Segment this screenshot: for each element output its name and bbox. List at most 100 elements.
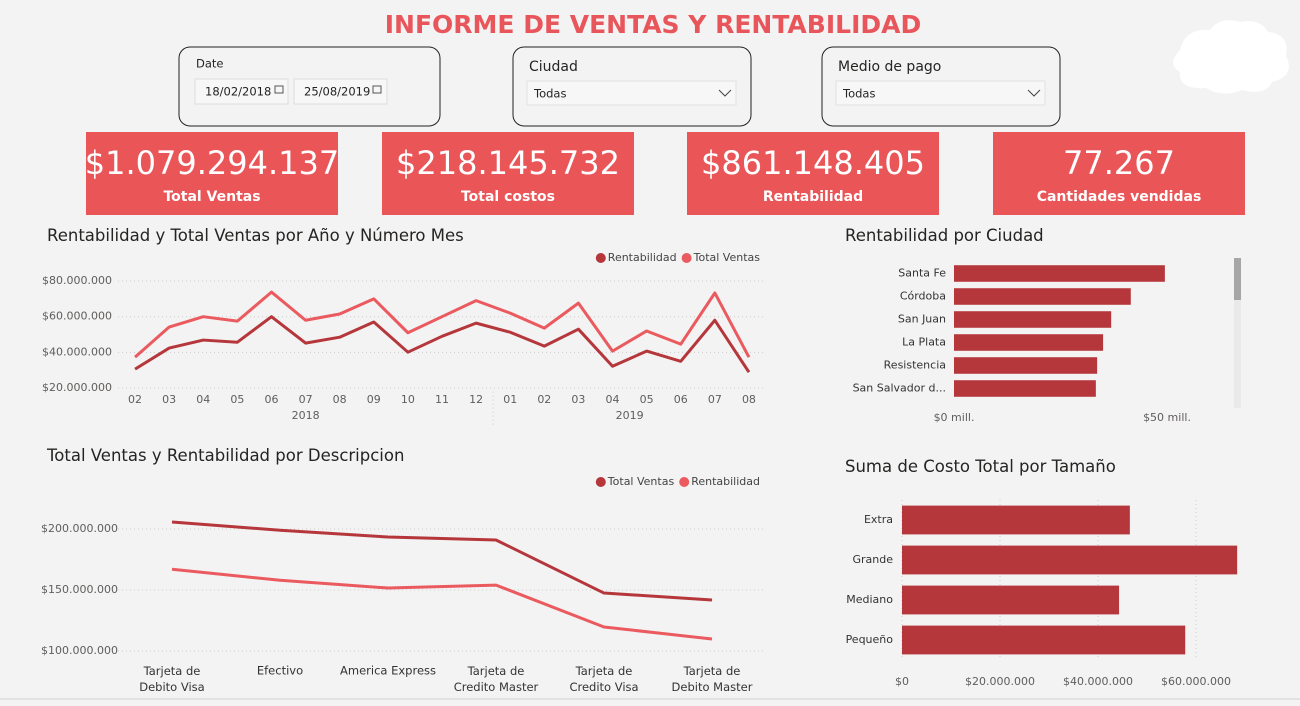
x-tick-label: Efectivo — [257, 664, 303, 678]
y-tick-label: Santa Fe — [898, 267, 946, 280]
bar — [954, 334, 1104, 351]
date-input[interactable] — [293, 78, 388, 105]
y-tick-label: Mediano — [846, 593, 893, 606]
x-tick-label: Tarjeta de Credito Master — [454, 664, 539, 694]
y-tick-label: Córdoba — [900, 290, 946, 303]
dropdown[interactable] — [526, 80, 737, 106]
y-tick-label: Extra — [864, 513, 893, 526]
kpi-card — [382, 132, 634, 215]
date-start: 18/02/2018 — [205, 85, 271, 99]
dropdown[interactable] — [835, 80, 1046, 106]
x-tick-label: 06 — [674, 393, 688, 406]
legend-swatch — [595, 253, 606, 263]
y-tick-label: San Juan — [898, 313, 946, 326]
kpi-card — [687, 132, 939, 215]
x-tick-label: Tarjeta de Debito Master — [672, 664, 753, 694]
calendar-icon — [372, 85, 382, 94]
x-tick-label: 02 — [537, 393, 551, 406]
line-series — [134, 290, 751, 359]
chart-title: Total Ventas y Rentabilidad por Descripc… — [46, 446, 404, 465]
y-tick-label: $200.000.000 — [41, 522, 118, 535]
x-tick-label: 08 — [333, 393, 347, 406]
bar — [902, 505, 1130, 535]
filter-label: Ciudad — [529, 59, 578, 75]
bar — [954, 380, 1096, 397]
kpi-value: $861.148.405 — [701, 144, 925, 182]
report-title: INFORME DE VENTAS Y RENTABILIDAD — [385, 10, 921, 39]
y-tick-label: $150.000.000 — [41, 583, 118, 596]
x-tick-label: 03 — [571, 393, 585, 406]
bar — [954, 357, 1098, 374]
kpi-card — [86, 132, 338, 215]
x-tick-label: 05 — [640, 393, 654, 406]
kpi-value: $218.145.732 — [396, 144, 620, 182]
x-tick-label: 11 — [435, 393, 449, 406]
y-tick-label: Pequeño — [846, 633, 894, 646]
calendar-icon — [274, 85, 284, 94]
y-tick-label: Resistencia — [884, 359, 946, 372]
x-tick-label: 04 — [606, 393, 620, 406]
x-tick-label: 08 — [742, 393, 756, 406]
y-tick-label: Grande — [852, 553, 893, 566]
legend-label: Rentabilidad — [608, 251, 677, 264]
x-tick-label: $50 mill. — [1143, 411, 1191, 424]
legend-swatch — [679, 477, 690, 487]
y-tick-label: $20.000.000 — [42, 381, 112, 394]
bar — [902, 625, 1186, 655]
x-tick-label: $0 mill. — [934, 411, 975, 424]
chevron — [718, 89, 732, 97]
x-tick-label: $60.000.000 — [1161, 675, 1231, 688]
x-tick-label: 12 — [469, 393, 483, 406]
x-tick-label: 06 — [264, 393, 278, 406]
x-tick-label: 07 — [299, 393, 313, 406]
dropdown-value: Todas — [533, 87, 566, 101]
x-tick-label: 01 — [503, 393, 517, 406]
date-input[interactable] — [194, 78, 289, 105]
chevron — [1027, 89, 1041, 97]
scrollbar-track — [1234, 258, 1241, 408]
bar — [954, 288, 1131, 305]
bar — [902, 545, 1238, 575]
x-tick-label: 09 — [367, 393, 381, 406]
legend-label: Rentabilidad — [691, 475, 760, 488]
y-tick-label: La Plata — [902, 336, 946, 349]
x-group-label: 2018 — [292, 409, 320, 422]
bar — [954, 311, 1112, 328]
x-tick-label: $0 — [895, 675, 909, 688]
x-tick-label: 02 — [128, 393, 142, 406]
y-tick-label: $60.000.000 — [42, 310, 112, 323]
blob — [1173, 20, 1289, 94]
kpi-label: Total Ventas — [163, 189, 260, 205]
y-tick-label: San Salvador d... — [853, 382, 946, 395]
scrollbar-thumb — [1234, 258, 1241, 300]
x-tick-label: Tarjeta de Debito Visa — [139, 664, 204, 694]
x-tick-label: 03 — [162, 393, 176, 406]
kpi-value: 77.267 — [1063, 144, 1175, 182]
bar — [902, 585, 1120, 615]
kpi-label: Total costos — [461, 189, 555, 205]
y-tick-label: $40.000.000 — [42, 345, 112, 358]
x-tick-label: $40.000.000 — [1063, 675, 1133, 688]
x-tick-label: 10 — [401, 393, 415, 406]
x-tick-label: $20.000.000 — [965, 675, 1035, 688]
x-tick-label: America Express — [340, 664, 436, 678]
filter-label: Date — [196, 57, 224, 71]
date-end: 25/08/2019 — [304, 85, 370, 99]
bar — [954, 265, 1165, 282]
x-tick-label: 07 — [708, 393, 722, 406]
x-tick-label: 05 — [230, 393, 244, 406]
legend-label: Total Ventas — [693, 251, 761, 264]
line-series — [171, 520, 713, 602]
x-tick-label: 04 — [196, 393, 210, 406]
y-tick-label: $80.000.000 — [42, 274, 112, 287]
kpi-value: $1.079.294.137 — [85, 144, 339, 182]
legend-swatch — [681, 253, 692, 263]
kpi-label: Cantidades vendidas — [1037, 189, 1202, 205]
chart-title: Suma de Costo Total por Tamaño — [845, 457, 1116, 476]
y-tick-label: $100.000.000 — [41, 644, 118, 657]
dropdown-value: Todas — [842, 87, 875, 101]
legend-swatch — [595, 477, 606, 487]
filter-label: Medio de pago — [838, 59, 941, 75]
chart-title: Rentabilidad por Ciudad — [845, 226, 1044, 245]
